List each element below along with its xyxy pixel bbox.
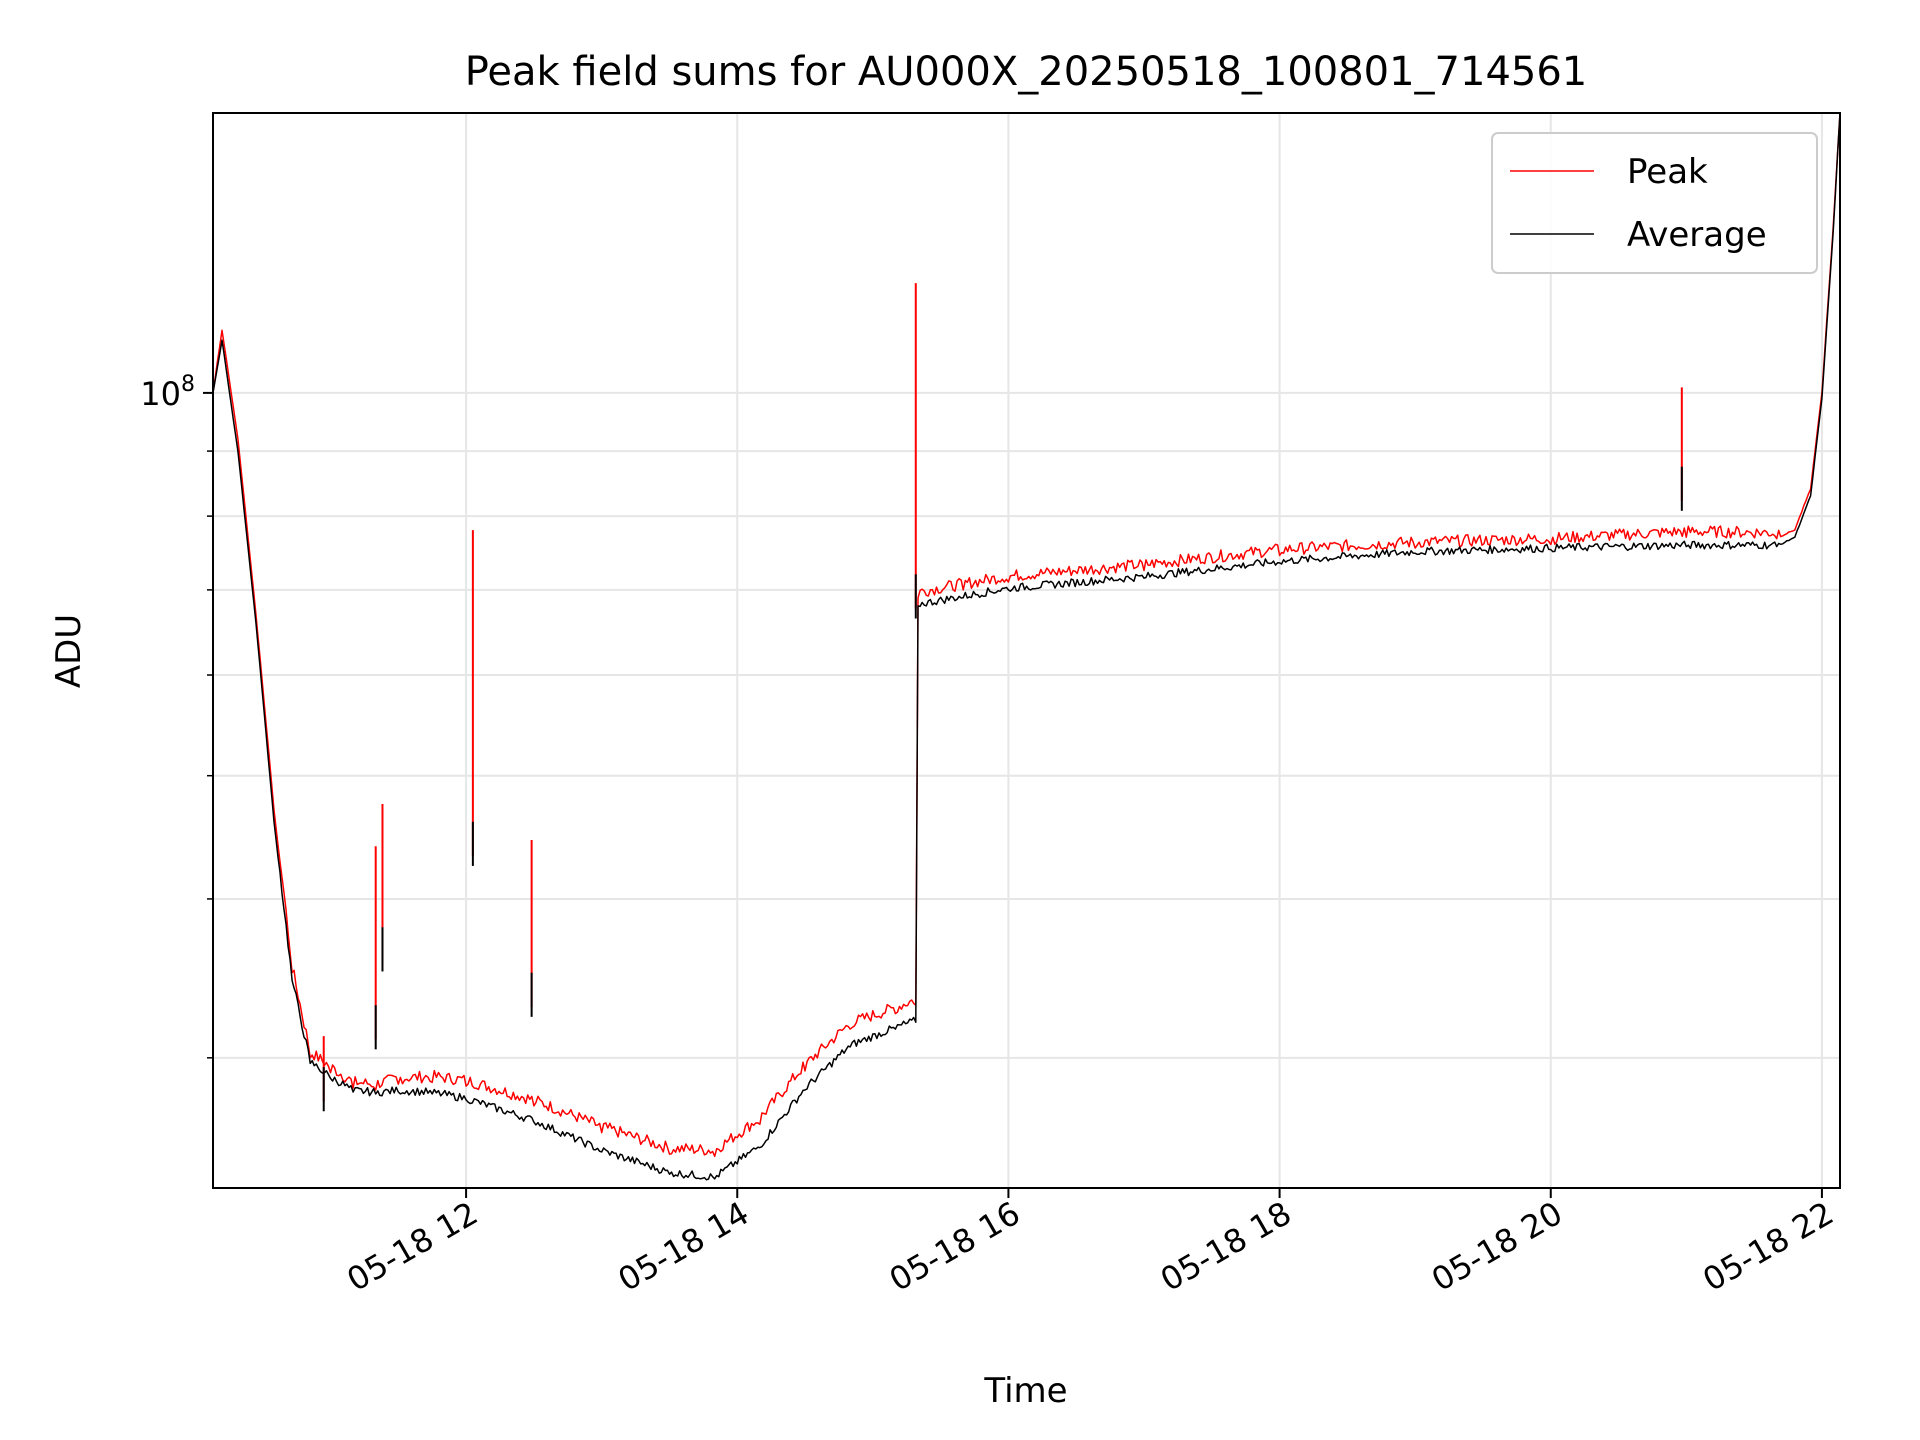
- legend: Peak Average: [1491, 132, 1818, 274]
- y-axis-label: ADU: [49, 614, 89, 688]
- series-layer: [213, 113, 1840, 1181]
- legend-box: [1491, 132, 1818, 274]
- legend-label-peak: Peak: [1627, 152, 1708, 192]
- legend-label-average: Average: [1627, 215, 1767, 255]
- x-axis-label: Time: [983, 1371, 1067, 1411]
- series-line-average: [213, 113, 1840, 1181]
- grid: [213, 113, 1840, 1188]
- series-line-peak: [213, 113, 1840, 1158]
- y-tick-label: 108: [140, 372, 195, 413]
- chart-title: Peak field sums for AU000X_20250518_1008…: [465, 49, 1588, 95]
- plot-frame: [212, 112, 1841, 1189]
